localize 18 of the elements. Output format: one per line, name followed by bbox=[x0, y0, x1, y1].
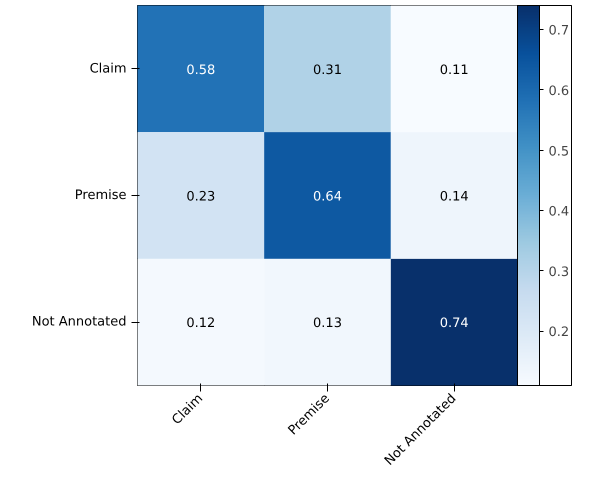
color-bar-label: 0.6 bbox=[548, 84, 570, 99]
data-label: 0.31 bbox=[313, 62, 342, 78]
y-tick-label: Not Annotated bbox=[32, 314, 127, 330]
data-label: 0.13 bbox=[313, 316, 342, 332]
color-bar-label: 0.2 bbox=[548, 325, 570, 340]
data-label: 0.64 bbox=[313, 190, 342, 204]
color-bar-label: 0.3 bbox=[548, 264, 570, 280]
color-bar-label: 0.5 bbox=[548, 144, 570, 160]
data-label: 0.12 bbox=[186, 316, 216, 332]
data-label: 0.58 bbox=[186, 62, 216, 78]
data-label: 0.11 bbox=[440, 62, 469, 78]
y-tick-label: Claim bbox=[90, 61, 127, 76]
data-label: 0.14 bbox=[440, 190, 469, 204]
color-bar-label: 0.7 bbox=[548, 24, 570, 39]
color-bar-label: 0.4 bbox=[548, 204, 570, 220]
data-label: 0.23 bbox=[186, 190, 216, 204]
y-tick-label: Premise bbox=[74, 188, 127, 203]
data-label: 0.74 bbox=[440, 316, 469, 332]
